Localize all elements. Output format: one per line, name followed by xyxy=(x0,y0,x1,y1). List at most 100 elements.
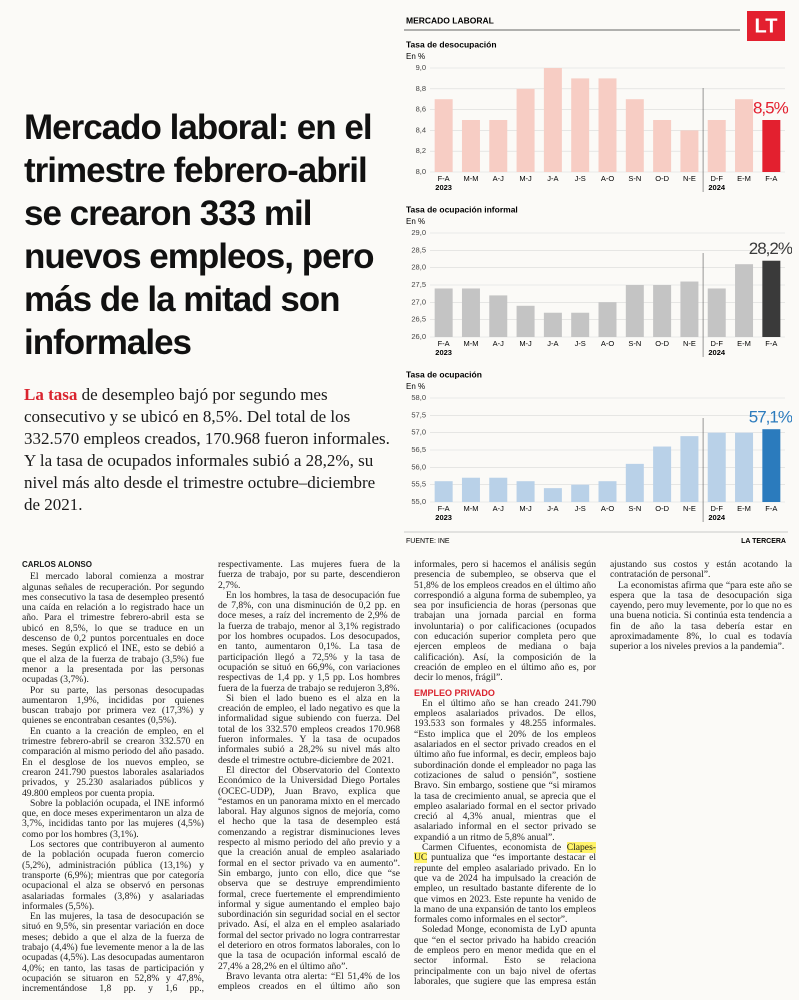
axis-unit: En % xyxy=(406,382,425,391)
byline: CARLOS ALONSO xyxy=(22,560,92,569)
y-tick-label: 55,0 xyxy=(411,497,426,506)
y-tick-label: 26,5 xyxy=(411,315,426,324)
bar xyxy=(625,285,644,337)
x-tick-label: M-M xyxy=(463,504,478,513)
bar xyxy=(735,99,754,172)
y-tick-label: 9,0 xyxy=(416,63,426,72)
x-tick-label: F-A xyxy=(765,174,777,183)
chart-title: Tasa de ocupación informal xyxy=(406,204,518,214)
bar xyxy=(571,484,590,502)
bar xyxy=(735,264,754,337)
x-tick-label: A-J xyxy=(493,174,505,183)
x-tick-label: O-D xyxy=(655,504,669,513)
bar xyxy=(489,477,508,502)
bar xyxy=(489,295,508,337)
bar xyxy=(598,78,617,172)
x-tick-label: A-J xyxy=(493,339,505,348)
x-tick-label: A-O xyxy=(601,339,615,348)
bar xyxy=(434,99,453,172)
x-tick-label: D-F xyxy=(710,504,723,513)
bar xyxy=(735,432,754,502)
x-tick-label: S-N xyxy=(628,339,641,348)
y-tick-label: 57,0 xyxy=(411,428,426,437)
x-tick-label: J-S xyxy=(575,504,586,513)
source: FUENTE: INE xyxy=(406,538,450,545)
y-tick-label: 8,8 xyxy=(416,84,426,93)
x-tick-label: M-J xyxy=(519,174,532,183)
year-label: 2024 xyxy=(708,348,726,357)
y-tick-label: 56,5 xyxy=(411,445,426,454)
bar xyxy=(762,260,781,337)
bar xyxy=(707,288,726,337)
y-tick-label: 56,0 xyxy=(411,462,426,471)
bar xyxy=(598,302,617,337)
bar xyxy=(625,99,644,172)
x-tick-label: A-O xyxy=(601,174,615,183)
x-tick-label: F-A xyxy=(438,504,450,513)
x-tick-label: O-D xyxy=(655,174,669,183)
x-tick-label: F-A xyxy=(765,504,777,513)
bar xyxy=(516,481,535,502)
x-tick-label: M-M xyxy=(463,174,478,183)
lead: La tasa de desempleo bajó por segundo me… xyxy=(24,384,392,516)
paragraph: En los hombres, la tasa de desocupación … xyxy=(218,589,400,694)
bar xyxy=(598,481,617,502)
y-tick-label: 26,0 xyxy=(411,332,426,341)
paragraph: En el último año se han creado 241.790 e… xyxy=(414,697,596,843)
logo-box xyxy=(747,11,785,41)
value-label: 8,5% xyxy=(753,98,789,117)
paragraph: La economistas afirma que “para este año… xyxy=(610,579,792,653)
paragraph: Carmen Cifuentes, economista de Clapes-U… xyxy=(414,842,596,926)
paragraph: Si bien el lado bueno es el alza en la c… xyxy=(218,692,400,766)
y-tick-label: 8,4 xyxy=(416,125,426,134)
text: puntualiza que “es importante destacar e… xyxy=(414,852,596,926)
paragraph: El director del Observatorio del Context… xyxy=(218,764,400,972)
x-tick-label: N-E xyxy=(683,174,696,183)
y-tick-label: 8,2 xyxy=(416,146,426,155)
lead-text: de desempleo bajó por segundo mes consec… xyxy=(24,385,390,514)
bar xyxy=(489,120,508,172)
x-tick-label: A-J xyxy=(493,504,505,513)
paragraph: Bravo levanta otra alerta: “El 51,4% de … xyxy=(218,560,596,993)
x-tick-label: E-M xyxy=(737,339,751,348)
bar xyxy=(680,130,699,172)
bar xyxy=(571,78,590,172)
bar xyxy=(543,312,562,337)
x-tick-label: A-O xyxy=(601,504,615,513)
axis-unit: En % xyxy=(406,52,425,61)
paragraph: Por su parte, las personas desocupadas a… xyxy=(22,684,204,727)
x-tick-label: F-A xyxy=(765,339,777,348)
paragraph: Sobre la población ocupada, el INE infor… xyxy=(22,797,204,840)
year-label: 2024 xyxy=(708,183,726,192)
paragraph: Soledad Monge, economista de LyD apunta … xyxy=(414,560,792,987)
bar xyxy=(434,481,453,502)
y-tick-label: 57,5 xyxy=(411,410,426,419)
bar xyxy=(571,312,590,337)
headline: Mercado laboral: en el trimestre febrero… xyxy=(24,108,375,362)
paragraph: El mercado laboral comienza a mostrar al… xyxy=(22,571,204,686)
year-label: 2023 xyxy=(435,183,452,192)
bar xyxy=(461,477,480,502)
year-label: 2023 xyxy=(435,513,452,522)
paragraph: En las mujeres, la tasa de desocupación … xyxy=(22,560,400,995)
chart-panel: MERCADO LABORAL LT FUENTE: INE LA TERCER… xyxy=(404,11,792,545)
bar xyxy=(680,436,699,502)
paragraph: Los sectores que contribuyeron al aument… xyxy=(22,839,204,912)
x-tick-label: E-M xyxy=(737,174,751,183)
subheading: EMPLEO PRIVADO xyxy=(414,687,495,698)
x-tick-label: D-F xyxy=(710,174,723,183)
bar xyxy=(461,120,480,172)
x-tick-label: J-A xyxy=(547,504,558,513)
x-tick-label: M-J xyxy=(519,504,532,513)
bar xyxy=(461,288,480,337)
y-tick-label: 55,5 xyxy=(411,480,426,489)
chart-title: Tasa de desocupación xyxy=(406,39,497,49)
bar xyxy=(653,120,672,172)
x-tick-label: O-D xyxy=(655,339,669,348)
y-tick-label: 58,0 xyxy=(411,393,426,402)
bar xyxy=(434,288,453,337)
x-tick-label: J-S xyxy=(575,174,586,183)
credit: LA TERCERA xyxy=(741,538,786,545)
bar xyxy=(516,88,535,172)
